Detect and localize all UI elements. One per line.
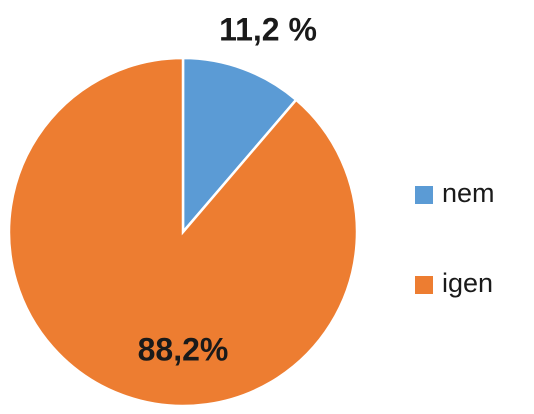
legend-label: nem: [442, 178, 495, 208]
legend-swatch: [415, 276, 433, 294]
data-label: 11,2 %: [219, 11, 317, 47]
data-label: 88,2%: [138, 331, 229, 367]
legend-label: igen: [442, 268, 493, 298]
pie-slice: [7, 56, 359, 408]
legend-swatch: [415, 186, 433, 204]
pie-slice: [181, 56, 298, 236]
